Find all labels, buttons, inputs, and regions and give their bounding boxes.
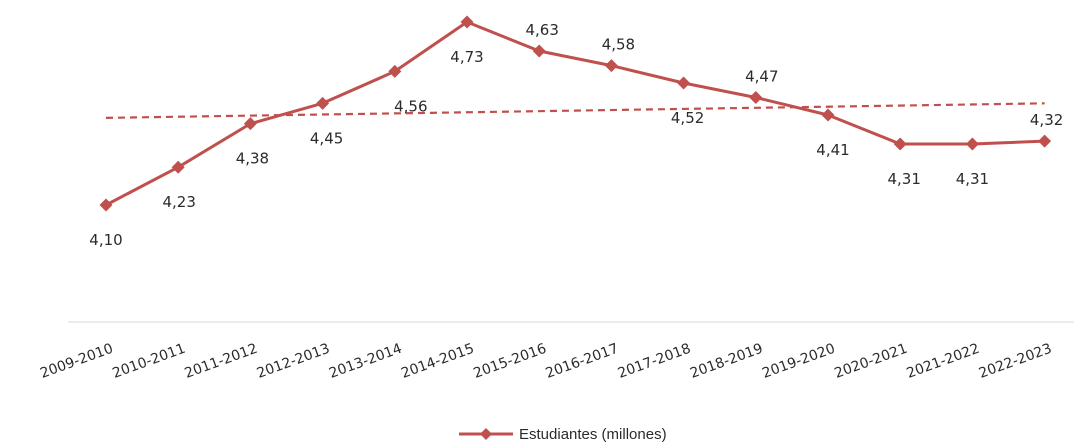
data-label: 4,23 <box>162 193 195 211</box>
x-tick-label: 2018-2019 <box>688 341 765 382</box>
x-tick-label: 2011-2012 <box>183 341 260 382</box>
data-point-marker <box>604 59 618 73</box>
data-label: 4,45 <box>310 129 343 147</box>
data-point-marker <box>532 44 546 58</box>
data-label: 4,73 <box>450 48 483 66</box>
data-labels: 4,10 4,23 4,38 4,45 4,56 4,73 4,63 4,58 4,52 4,47… <box>89 21 1063 249</box>
x-tick-label: 2019-2020 <box>760 341 837 382</box>
data-label: 4,58 <box>602 36 635 54</box>
data-point-marker <box>749 91 763 105</box>
legend: Estudiantes (millones) <box>459 426 667 443</box>
x-tick-label: 2012-2013 <box>255 341 332 382</box>
data-point-marker <box>460 15 474 29</box>
x-tick-label: 2021-2022 <box>905 341 982 382</box>
x-tick-label: 2013-2014 <box>327 341 404 382</box>
data-label: 4,10 <box>89 231 122 249</box>
series-line-estudiantes <box>105 20 1045 207</box>
data-label: 4,31 <box>887 170 920 188</box>
data-label: 4,47 <box>745 68 778 86</box>
data-label: 4,31 <box>956 170 989 188</box>
data-label: 4,56 <box>394 97 427 115</box>
x-tick-label: 2015-2016 <box>471 341 548 382</box>
data-label: 4,38 <box>236 150 269 168</box>
trendline <box>105 102 1045 119</box>
data-label: 4,41 <box>816 141 849 159</box>
data-point-marker <box>388 64 402 78</box>
data-point-marker <box>1038 134 1052 148</box>
legend-label: Estudiantes (millones) <box>519 426 667 443</box>
x-tick-label: 2014-2015 <box>399 341 476 382</box>
data-point-marker <box>243 117 257 131</box>
data-label: 4,32 <box>1030 111 1063 129</box>
x-tick-label: 2022-2023 <box>977 341 1054 382</box>
x-tick-label: 2020-2021 <box>832 341 909 382</box>
data-label: 4,52 <box>671 109 704 127</box>
x-tick-label: 2010-2011 <box>110 341 187 382</box>
data-point-marker <box>821 108 835 122</box>
data-point-marker <box>316 96 330 110</box>
data-point-marker <box>965 137 979 151</box>
legend-marker-icon <box>480 428 492 440</box>
data-point-marker <box>171 160 185 174</box>
x-tick-label: 2017-2018 <box>616 341 693 382</box>
x-tick-label: 2009-2010 <box>38 341 115 382</box>
x-axis-tick-labels: 2009-20102010-20112011-20122012-20132013… <box>38 341 1054 382</box>
data-label: 4,63 <box>525 21 558 39</box>
x-tick-label: 2016-2017 <box>544 341 621 382</box>
data-markers <box>99 15 1052 212</box>
data-point-marker <box>677 76 691 90</box>
data-point-marker <box>893 137 907 151</box>
data-point-marker <box>99 198 113 212</box>
